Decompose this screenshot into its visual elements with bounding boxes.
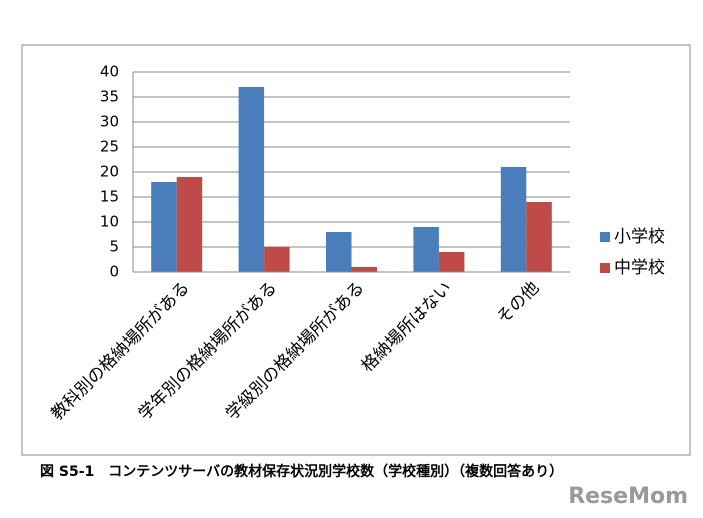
bar (326, 232, 352, 272)
y-tick-label: 35 (100, 88, 119, 106)
x-tick-label: 教科別の格納場所がある (47, 278, 193, 424)
bar (176, 177, 203, 272)
bar (238, 87, 265, 272)
y-tick-label: 40 (100, 63, 119, 81)
y-tick-label: 15 (100, 188, 119, 206)
legend-label: 小学校 (614, 227, 665, 247)
bar (151, 182, 177, 272)
bar (264, 247, 290, 272)
watermark: ReseMom (568, 484, 688, 509)
legend-label: 中学校 (614, 258, 665, 278)
legend-swatch (600, 263, 610, 273)
legend-swatch (600, 232, 610, 242)
y-tick-label: 10 (100, 213, 119, 231)
caption: 図 S5-1 コンテンツサーバの教材保存状況別学校数（学校種別）（複数回答あり） (40, 463, 563, 480)
bar (413, 227, 439, 272)
bar (500, 167, 527, 272)
x-tick-label: その他 (493, 278, 543, 328)
y-tick-label: 25 (100, 138, 119, 156)
bar (351, 267, 377, 272)
y-tick-label: 5 (109, 238, 119, 256)
y-tick-label: 20 (100, 163, 119, 181)
chart-border (21, 44, 691, 456)
bar (438, 252, 465, 272)
y-tick-label: 0 (109, 263, 119, 281)
x-tick-label: 格納場所はない (358, 278, 456, 376)
y-tick-label: 30 (100, 113, 119, 131)
bar (526, 202, 552, 272)
